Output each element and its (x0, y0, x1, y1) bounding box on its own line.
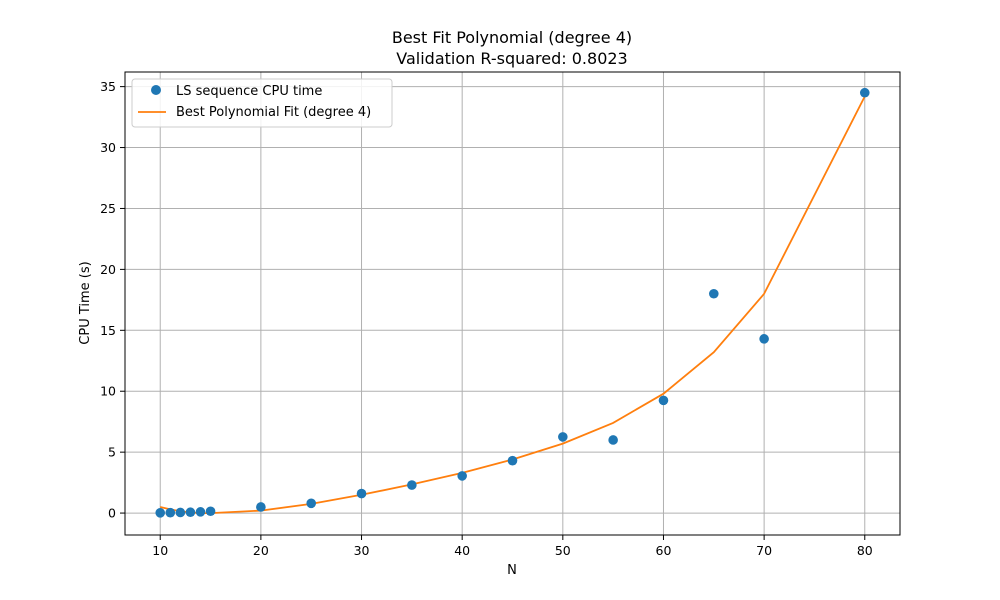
x-tick-label-4: 50 (555, 543, 571, 558)
scatter-point-4 (195, 507, 206, 517)
chart-subtitle: Validation R-squared: 0.8023 (396, 49, 627, 68)
scatter-point-12 (558, 432, 568, 442)
scatter-point-17 (859, 87, 870, 98)
x-tick-label-3: 40 (454, 543, 470, 558)
scatter-point-15 (708, 288, 719, 299)
y-tick-label-2: 10 (100, 384, 116, 399)
y-tick-label-0: 0 (108, 506, 116, 521)
y-tick-label-3: 15 (100, 323, 116, 338)
scatter-point-10 (457, 471, 467, 481)
scatter-point-5 (205, 506, 216, 517)
chart-title: Best Fit Polynomial (degree 4) (392, 28, 632, 47)
scatter-point-8 (356, 488, 367, 499)
x-tick-label-7: 80 (857, 543, 873, 558)
fit-line (159, 95, 866, 514)
y-axis-label: CPU Time (s) (78, 261, 93, 344)
legend-frame (131, 78, 393, 128)
x-tick-label-0: 10 (152, 543, 168, 558)
x-tick-label-6: 70 (756, 543, 772, 558)
x-tick-label-1: 20 (253, 543, 269, 558)
scatter-point-2 (175, 507, 186, 518)
ticks: 10 20 30 40 50 60 70 80 0 5 10 15 20 25 30 35 (100, 79, 873, 558)
y-tick-label-1: 5 (108, 445, 116, 460)
scatter-point-9 (407, 480, 417, 490)
scatter-point-11 (507, 455, 518, 466)
scatter-point-14 (658, 395, 669, 406)
x-tick-label-5: 60 (656, 543, 672, 558)
scatter-point-16 (759, 334, 769, 344)
legend-label-scatter: LS sequence CPU time (176, 84, 322, 99)
scatter-points-layer (155, 87, 870, 518)
scatter-point-3 (185, 507, 196, 518)
fit-line-layer (159, 95, 866, 514)
legend: LS sequence CPU time Best Polynomial Fit… (131, 78, 393, 128)
scatter-point-7 (306, 498, 317, 509)
x-tick-label-2: 30 (354, 543, 370, 558)
scatter-point-0 (155, 508, 166, 518)
y-tick-label-4: 20 (100, 262, 116, 277)
y-tick-label-7: 35 (100, 79, 116, 94)
scatter-point-6 (256, 502, 266, 512)
grid (125, 72, 900, 535)
y-tick-label-5: 25 (100, 201, 116, 216)
legend-label-line: Best Polynomial Fit (degree 4) (176, 105, 371, 120)
scatter-point-1 (165, 507, 176, 518)
scatter-point-13 (608, 435, 618, 445)
x-axis-label: N (507, 563, 517, 578)
plot-frame (124, 71, 901, 536)
legend-marker-scatter (151, 85, 161, 95)
y-tick-label-6: 30 (100, 140, 116, 155)
